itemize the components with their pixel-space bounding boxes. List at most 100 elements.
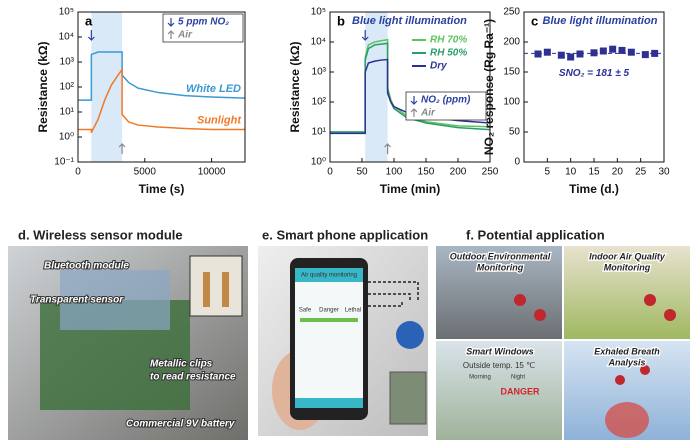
point (567, 53, 575, 61)
photo-label: Monitoring (604, 262, 651, 272)
point (627, 48, 635, 56)
y-tick-label: 100 (503, 97, 520, 108)
clip (222, 272, 229, 307)
series-label: Sunlight (197, 114, 242, 126)
point (543, 48, 551, 56)
point (599, 47, 607, 55)
annotation-box (162, 13, 244, 43)
annotation: SNO₂ = 181 ± 5 (559, 68, 630, 79)
annotation: Air (420, 108, 436, 119)
chart-title: Blue light illumination (543, 15, 658, 27)
x-tick-label: 25 (635, 167, 647, 178)
sensor-module (389, 371, 427, 425)
panel-letter: a (85, 13, 93, 28)
app-text: Danger (319, 308, 339, 314)
arrow (118, 143, 126, 154)
x-tick-label: 15 (588, 167, 600, 178)
panel-title: f. Potential application (466, 227, 605, 242)
signal-lines (368, 281, 419, 307)
x-axis-label: Time (s) (139, 182, 185, 196)
x-tick-label: 10000 (198, 167, 226, 178)
y-tick-label: 200 (503, 37, 520, 48)
y-tick-label: 0 (514, 157, 520, 168)
y-tick-label: 10⁰ (59, 132, 74, 143)
photo-label: Indoor Air Quality (589, 251, 666, 261)
photo-label: Transparent sensor (30, 295, 124, 306)
app-header (295, 268, 363, 282)
photo (436, 341, 562, 440)
x-tick-label: 0 (327, 167, 333, 178)
y-tick-label: 10³ (312, 67, 327, 78)
x-tick-label: 30 (658, 167, 670, 178)
series-line (78, 67, 245, 133)
y-axis-label: NO₂ response (Rg Ra⁻¹) (482, 19, 496, 155)
panel-letter: b (337, 13, 345, 28)
y-axis-label: Resistance (kΩ) (288, 42, 302, 133)
chart-title: Blue light illumination (352, 15, 467, 27)
exposure-band (365, 12, 388, 162)
x-tick-label: 250 (482, 167, 499, 178)
arrow (87, 30, 95, 41)
window-text: Outside temp. 15 ℃ (463, 361, 535, 370)
point (534, 50, 542, 58)
window-text: Morning (469, 375, 491, 381)
exposure-band (91, 12, 123, 162)
arrow (410, 96, 418, 105)
legend-label: Dry (430, 61, 447, 72)
x-tick-label: 5000 (134, 167, 157, 178)
series-line (78, 51, 246, 101)
photo-label: Outdoor Environmental (450, 251, 551, 261)
annotation: Air (177, 30, 193, 41)
app-text: Air quality monitoring (301, 273, 357, 279)
arrow (410, 108, 418, 117)
annotation: NO₂ (ppm) (421, 95, 471, 106)
arrow (361, 30, 369, 41)
bluetooth-icon (396, 321, 424, 349)
y-axis-label: Resistance (kΩ) (36, 42, 50, 133)
annotation: 5 ppm NO₂ (178, 17, 229, 28)
clip (203, 272, 210, 307)
y-tick-label: 10¹ (312, 127, 327, 138)
point (609, 45, 617, 53)
point (641, 51, 649, 59)
y-tick-label: 10⁵ (311, 7, 326, 18)
lungs (605, 402, 649, 438)
photo (564, 246, 690, 339)
photo-label: Analysis (607, 357, 645, 367)
inset-photo (189, 255, 243, 317)
phone-screen (295, 268, 363, 408)
x-tick-label: 10 (565, 167, 577, 178)
x-axis-label: Time (d.) (569, 182, 619, 196)
gauge (300, 318, 358, 322)
photo-label: Smart Windows (466, 346, 533, 356)
legend-label: RH 50% (430, 48, 467, 59)
point (618, 46, 626, 54)
y-tick-label: 150 (503, 67, 520, 78)
x-tick-label: 20 (612, 167, 624, 178)
y-tick-label: 10⁴ (311, 37, 326, 48)
x-tick-label: 100 (386, 167, 403, 178)
plot-frame (77, 11, 246, 163)
annotation-box (405, 91, 487, 121)
arrow (167, 30, 175, 39)
y-tick-label: 10¹ (60, 107, 75, 118)
y-tick-label: 250 (503, 7, 520, 18)
app-text: Safe (299, 308, 312, 314)
y-tick-label: 10⁵ (59, 7, 74, 18)
point (557, 51, 565, 59)
x-tick-label: 0 (75, 167, 81, 178)
y-tick-label: 10² (60, 82, 75, 93)
point (651, 49, 659, 57)
panel-letter: c (531, 13, 538, 28)
photo-label: Exhaled Breath (594, 346, 660, 356)
photo-label: Bluetooth module (44, 261, 129, 272)
y-tick-label: 10⁻¹ (54, 157, 74, 168)
series-label: White LED (186, 83, 241, 95)
photo (436, 246, 562, 339)
point (590, 49, 598, 57)
app-text: Lethal (345, 308, 361, 314)
point (576, 50, 584, 58)
molecules (514, 294, 676, 385)
